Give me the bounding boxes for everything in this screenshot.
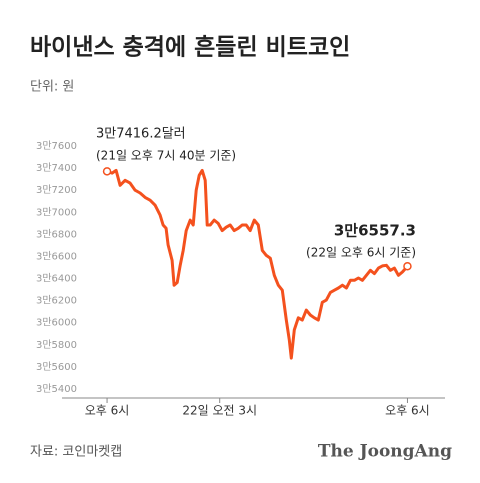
y-tick-label: 3만5600 [36, 361, 77, 373]
y-tick-label: 3만7200 [36, 184, 77, 196]
y-tick-label: 3만7600 [36, 140, 77, 152]
y-tick-label: 3만6800 [36, 228, 77, 240]
annotation-note: (21일 오후 7시 40분 기준) [96, 149, 236, 163]
price-line [106, 168, 409, 360]
y-tick-label: 3만6000 [36, 317, 77, 329]
annotation-note: (22일 오후 6시 기준) [306, 246, 416, 260]
annotation: 3만6557.3 [334, 222, 416, 240]
brand: The JoongAng [318, 442, 452, 462]
y-tick-label: 3만6600 [36, 250, 77, 262]
x-tick-label: 오후 6시 [385, 404, 430, 418]
end-marker [102, 167, 112, 176]
y-tick-label: 3만7000 [36, 206, 77, 218]
x-tick-label: 22일 오전 3시 [182, 404, 257, 418]
annotation: 3만7416.2달러 [96, 127, 186, 142]
y-tick-label: 3만5800 [36, 339, 77, 351]
y-tick-label: 3만5400 [36, 383, 77, 395]
source: 자료: 코인마켓캡 [30, 445, 122, 460]
end-marker [403, 261, 412, 271]
chart-title: 바이낸스 충격에 흔들린 비트코인 [30, 35, 350, 61]
y-tick-label: 3만6200 [36, 295, 77, 307]
unit: 단위: 원 [30, 80, 74, 95]
y-tick-label: 3만7400 [36, 162, 77, 174]
y-tick-label: 3만6400 [36, 273, 77, 285]
x-tick-label: 오후 6시 [85, 404, 130, 418]
